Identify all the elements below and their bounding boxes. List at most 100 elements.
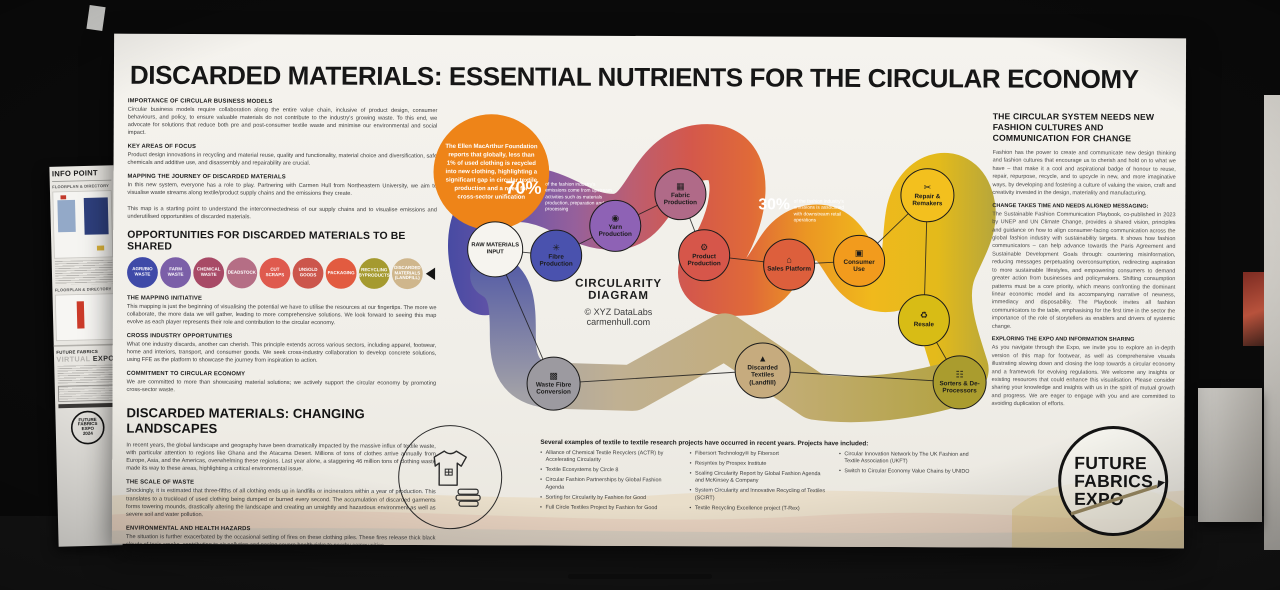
project-item: Resyntex by Prospex Institute [690,460,827,468]
floorplan-zone [76,301,85,329]
virtual-expo-title: VIRTUAL EXPO [56,354,115,363]
stat-value: 30% [758,195,790,214]
opportunity-circle: UNSOLD GOODS [292,257,324,289]
opportunity-circle: RECYCLING BYPRODUCTS [358,257,390,289]
home-indicator-bar [568,574,712,579]
diagram-credit: © XYZ DataLabs [584,306,653,318]
node-product-production: ⚙ Product Production [678,229,731,282]
intro-sections: IMPORTANCE OF CIRCULAR BUSINESS MODELS C… [127,97,437,221]
section-body: Circular business models require collabo… [127,105,438,136]
stat-caption: of the fashion industry's emissions is a… [793,198,845,223]
section-heading: CHANGE TAKES TIME AND NEEDS ALIGNED MESS… [992,201,1149,209]
projects-column-2: Fibersort Technology® by Fibersort Resynt… [689,450,826,515]
opportunity-circle: AGRI/BIO WASTE [127,256,158,288]
right-wall-panel [1264,95,1280,550]
node-sorters-deprocessors: ☷ Sorters & De-Processors [932,355,987,410]
node-label: Discarded Textiles (Landfill) [747,364,778,387]
expo-word: EXPO [92,354,115,363]
floorplan-map-2 [54,293,116,342]
floorplan-zone [96,245,105,251]
mapping-sections: THE MAPPING INITIATIVE This mapping is j… [127,294,437,395]
floorplan-map [52,190,114,259]
text-section: COMMITMENT TO CIRCULAR ECONOMY We are co… [127,370,437,395]
text-section: EXPLORING THE EXPO AND INFORMATION SHARI… [991,335,1175,409]
node-label: Fibre Production [539,253,573,268]
ceiling-tag [86,5,106,31]
project-item: Sorting for Circularity by Fashion for G… [540,494,677,502]
stat-downstream: 30% of the fashion industry's emissions … [758,196,852,224]
panel-paragraph [57,364,116,384]
opportunity-label: PACKAGING [327,270,355,276]
text-section: MAPPING THE JOURNEY OF DISCARDED MATERIA… [127,173,437,222]
node-label: Consumer Use [843,258,875,273]
fibre-icon: ✳ [552,242,560,253]
node-label: RAW MATERIALS INPUT [471,242,520,256]
pile-icon: ▲ [758,353,768,364]
opportunity-label: DISCARDED MATERIALS (LANDFILL) [394,266,421,281]
diagram-center-text: CIRCULARITY DIAGRAM © XYZ DataLabs carme… [541,278,696,328]
section-body: In this new system, everyone has a role … [127,181,438,220]
board-title: DISCARDED MATERIALS: ESSENTIAL NUTRIENTS… [129,59,1139,95]
directory-text [54,259,114,286]
project-item: Fibersort Technology® by Fibersort [690,450,827,458]
project-item: Alliance of Chemical Textile Recyclers (… [540,449,677,464]
floorplan-zone [57,199,76,233]
diagram-title-line: DIAGRAM [588,289,649,302]
node-fabric-production: ▦ Fabric Production [654,168,707,221]
project-item: Full Circle Textiles Project by Fashion … [540,504,677,512]
project-item: Circular Innovation Network by The UK Fa… [839,451,976,466]
sorting-icon: ☷ [955,369,964,380]
opportunities-heading: OPPORTUNITIES FOR DISCARDED MATERIALS TO… [127,228,406,252]
section-body: In recent years, the global landscape an… [126,441,436,473]
project-item: Scaling Circularity Report by Global Fas… [690,470,827,485]
node-resale: ♻ Resale [897,294,950,347]
text-section: IMPORTANCE OF CIRCULAR BUSINESS MODELS C… [128,97,438,138]
node-label: Fabric Production [663,191,698,207]
left-column: IMPORTANCE OF CIRCULAR BUSINESS MODELS C… [126,91,438,549]
floorplan-label: FLOORPLAN & DIRECTORY [54,286,112,294]
node-repair-remakers: ✂ Repair & Remakers [900,168,955,223]
exhibition-board: DISCARDED MATERIALS: ESSENTIAL NUTRIENTS… [111,33,1187,549]
fibre-waste-icon: ▩ [549,370,558,381]
section-heading: EXPLORING THE EXPO AND INFORMATION SHARI… [991,334,1135,343]
section-heading: MAPPING THE JOURNEY OF DISCARDED MATERIA… [127,172,286,181]
sewing-icon: ✂ [923,181,932,192]
landscapes-sections: THE SCALE OF WASTE Shockingly, it is est… [126,478,436,548]
section-body: As you navigate through the Expo, we inv… [991,343,1176,407]
opportunities-row: AGRI/BIO WASTE FARM WASTE CHEMICAL WASTE… [127,256,437,289]
text-section: KEY AREAS OF FOCUS Product design innova… [128,143,438,168]
section-body: What one industry discards, another can … [126,340,437,364]
landscapes-heading: DISCARDED MATERIALS: CHANGING LANDSCAPES [126,405,365,437]
section-heading: CROSS INDUSTRY OPPORTUNITIES [126,331,233,340]
logo-line: 2024 [82,431,93,437]
qr-box [57,384,116,402]
opportunity-label: CUT SCRAPS [265,267,285,278]
research-projects: Several examples of textile to textile r… [540,439,976,516]
fabric-icon: ▦ [676,180,685,191]
right-column-heading: THE CIRCULAR SYSTEM NEEDS NEW FASHION CU… [992,112,1155,144]
section-heading: KEY AREAS OF FOCUS [127,142,197,150]
opportunity-circle: DISCARDED MATERIALS (LANDFILL) [391,257,423,289]
right-column: THE CIRCULAR SYSTEM NEEDS NEW FASHION CU… [991,111,1176,413]
node-raw-materials-input: RAW MATERIALS INPUT [467,221,524,278]
project-item: Switch to Circular Economy Value Chains … [839,468,976,476]
resale-icon: ♻ [919,310,928,321]
project-item: System Circularity and Innovative Recycl… [689,487,826,502]
node-yarn-production: ◉ Yarn Production [589,199,642,252]
floorplan-label: FLOORPLAN & DIRECTORY [52,183,110,190]
diagram-url: carmenhull.com [586,316,651,328]
future-fabrics-expo-logo: FUTURE FABRICS EXPO [1057,425,1169,537]
text-section: THE SCALE OF WASTE Shockingly, it is est… [126,478,436,519]
clothing-pile-illustration [397,424,503,530]
opportunity-label: UNSOLD GOODS [298,268,318,278]
node-fibre-production: ✳ Fibre Production [530,229,583,282]
opportunity-circles: AGRI/BIO WASTE FARM WASTE CHEMICAL WASTE… [127,256,423,289]
opportunity-label: CHEMICAL WASTE [196,267,221,278]
node-label: Resale [913,321,935,329]
node-label: Waste Fibre Conversion [535,381,572,396]
opportunity-circle: FARM WASTE [160,256,192,288]
node-waste-fibre-conversion: ▩ Waste Fibre Conversion [526,356,581,411]
node-label: Yarn Production [598,223,632,238]
projects-heading: Several examples of textile to textile r… [540,438,869,447]
